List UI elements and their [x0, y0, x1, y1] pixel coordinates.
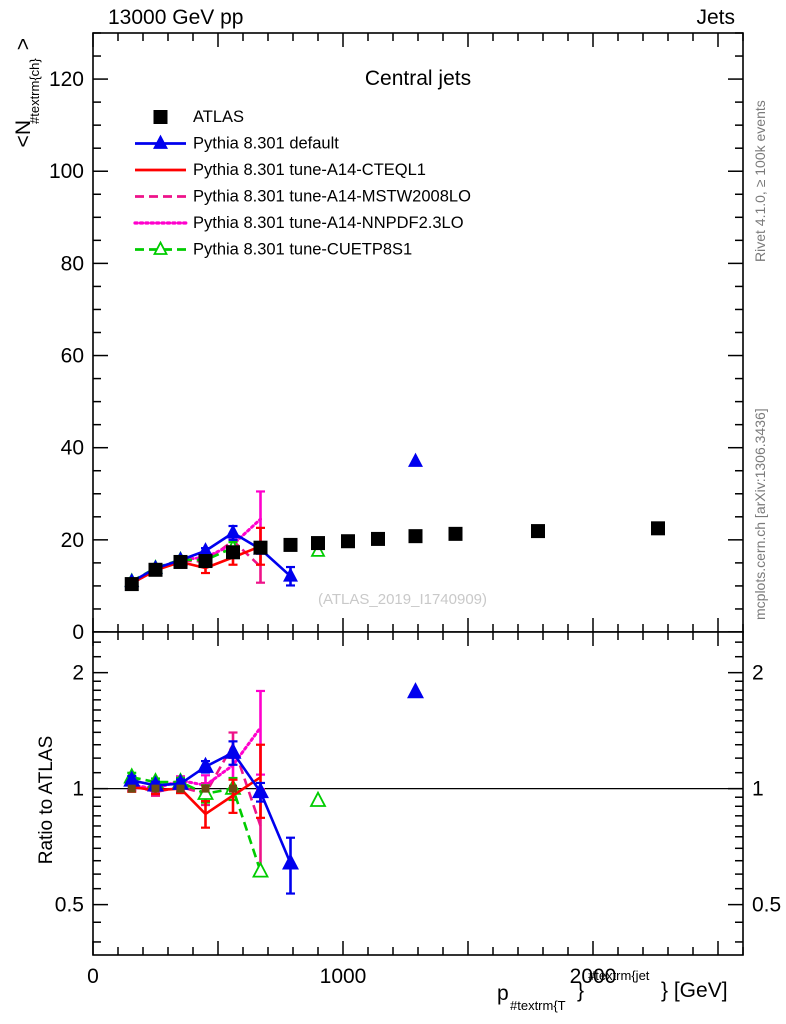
legend-item: Pythia 8.301 tune-CUETP8S1	[135, 241, 412, 259]
data-marker-triangle	[225, 524, 241, 539]
data-marker-square	[201, 784, 210, 793]
y-axis-title-close: >	[12, 38, 35, 50]
y-tick-label: 20	[61, 529, 84, 552]
data-marker-square	[127, 784, 136, 793]
ratio-y-tick-labels-right: 0.5 1 2	[752, 662, 781, 917]
data-marker-square	[408, 529, 423, 544]
data-marker-square	[371, 531, 385, 546]
ratio-y-tick-labels: 0.5 1 2	[55, 662, 84, 917]
x-tick-label: 1000	[320, 965, 367, 988]
main-y-tick-labels: 0 20 40 60 80 100 120	[49, 68, 84, 644]
data-marker-triangle	[197, 756, 214, 773]
legend: ATLAS Pythia 8.301 default Pythia 8.301 tu…	[133, 108, 471, 259]
x-axis-title-tail: } [GeV]	[661, 979, 728, 1002]
legend-item: Pythia 8.301 tune-A14-MSTW2008LO	[135, 188, 471, 206]
data-marker-square	[226, 545, 240, 560]
ratio-data-curves	[123, 682, 424, 895]
ratio-y-tick-label: 0.5	[55, 894, 84, 917]
ratio-y-tick-label: 1	[72, 778, 84, 801]
data-marker-square	[311, 536, 325, 551]
data-marker-triangle	[153, 134, 168, 149]
legend-label: Pythia 8.301 tune-A14-NNPDF2.3LO	[193, 214, 464, 232]
ratio-panel-frame	[92, 631, 744, 956]
y-axis-title-main: <N	[12, 120, 35, 147]
x-axis-title-sup: #textrm{jet	[588, 968, 650, 983]
main-x-ticks	[92, 33, 744, 632]
x-axis-title: p #textrm{T } #textrm{jet } [GeV]	[497, 968, 728, 1013]
main-panel: 0 20 40 60 80 100 120 <N #textrm{ch} > Central…	[12, 32, 744, 644]
mcplots-label: mcplots.cern.ch [arXiv:1306.3436]	[752, 408, 768, 620]
data-marker-triangle	[224, 742, 242, 759]
data-marker-triangle	[252, 861, 269, 878]
y-tick-label: 0	[72, 621, 84, 644]
data-marker-square	[198, 554, 213, 569]
data-marker-square	[531, 524, 545, 539]
data-marker-square	[148, 562, 163, 577]
legend-item: Pythia 8.301 default	[135, 135, 339, 153]
header-left: 13000 GeV pp	[108, 6, 243, 29]
x-tick-label: 0	[87, 965, 99, 988]
data-marker-triangle	[282, 853, 299, 870]
x-axis-title-sub: #textrm{T	[510, 998, 566, 1013]
data-marker-triangle	[408, 452, 423, 467]
y-axis-title-sub: #textrm{ch}	[27, 58, 42, 124]
data-marker-square	[448, 526, 463, 541]
ratio-x-ticks	[92, 632, 744, 955]
data-marker-triangle	[407, 682, 424, 699]
data-marker-square	[651, 521, 665, 536]
ratio-y-tick-label-right: 1	[752, 778, 764, 801]
data-marker-square	[153, 110, 168, 124]
y-tick-label: 60	[61, 345, 84, 368]
x-tick-labels: 0 1000 2000	[87, 965, 616, 988]
rivet-version-label: Rivet 4.1.0, ≥ 100k events	[752, 100, 768, 262]
y-tick-label: 80	[61, 252, 84, 275]
header-right: Jets	[696, 6, 735, 29]
data-marker-square	[176, 784, 185, 793]
ratio-y-tick-label-right: 2	[752, 662, 764, 685]
data-marker-square	[151, 784, 160, 793]
main-data-curves	[124, 452, 665, 592]
data-marker-square	[341, 534, 355, 549]
data-marker-triangle	[153, 240, 168, 255]
y-tick-label: 100	[49, 160, 84, 183]
data-marker-square	[229, 784, 237, 793]
data-marker-square	[173, 554, 188, 569]
legend-item: ATLAS	[153, 108, 244, 126]
legend-item: Pythia 8.301 tune-A14-CTEQL1	[135, 161, 426, 179]
legend-label: Pythia 8.301 tune-A14-MSTW2008LO	[193, 188, 471, 206]
legend-label: Pythia 8.301 tune-CUETP8S1	[193, 241, 412, 259]
ratio-y-axis-title: Ratio to ATLAS	[36, 736, 57, 865]
legend-label: Pythia 8.301 default	[193, 135, 339, 153]
legend-label: Pythia 8.301 tune-A14-CTEQL1	[193, 161, 426, 179]
y-tick-label: 120	[49, 68, 84, 91]
main-y-axis-title: <N #textrm{ch} >	[12, 38, 42, 147]
ratio-y-tick-label: 2	[72, 662, 84, 685]
y-tick-label: 40	[61, 437, 84, 460]
data-marker-triangle	[309, 790, 327, 807]
x-axis-title-brace: }	[577, 979, 584, 1002]
x-axis-title-p: p	[497, 982, 509, 1005]
legend-item: Pythia 8.301 tune-A14-NNPDF2.3LO	[133, 214, 464, 232]
data-marker-triangle	[283, 567, 298, 582]
ratio-y-tick-label-right: 0.5	[752, 894, 781, 917]
data-marker-square	[253, 540, 268, 555]
legend-label: ATLAS	[193, 108, 244, 126]
data-marker-square	[124, 577, 139, 592]
x-tick-label: 2000	[570, 965, 617, 988]
data-marker-square	[283, 537, 298, 552]
plot-title: Central jets	[365, 67, 471, 90]
data-marker-triangle	[310, 542, 326, 557]
dataset-watermark: (ATLAS_2019_I1740909)	[318, 591, 487, 608]
data-marker-triangle	[252, 782, 269, 799]
ratio-panel: 0.5 1 2 0.5 1 2 Ratio to ATLAS	[36, 631, 781, 956]
